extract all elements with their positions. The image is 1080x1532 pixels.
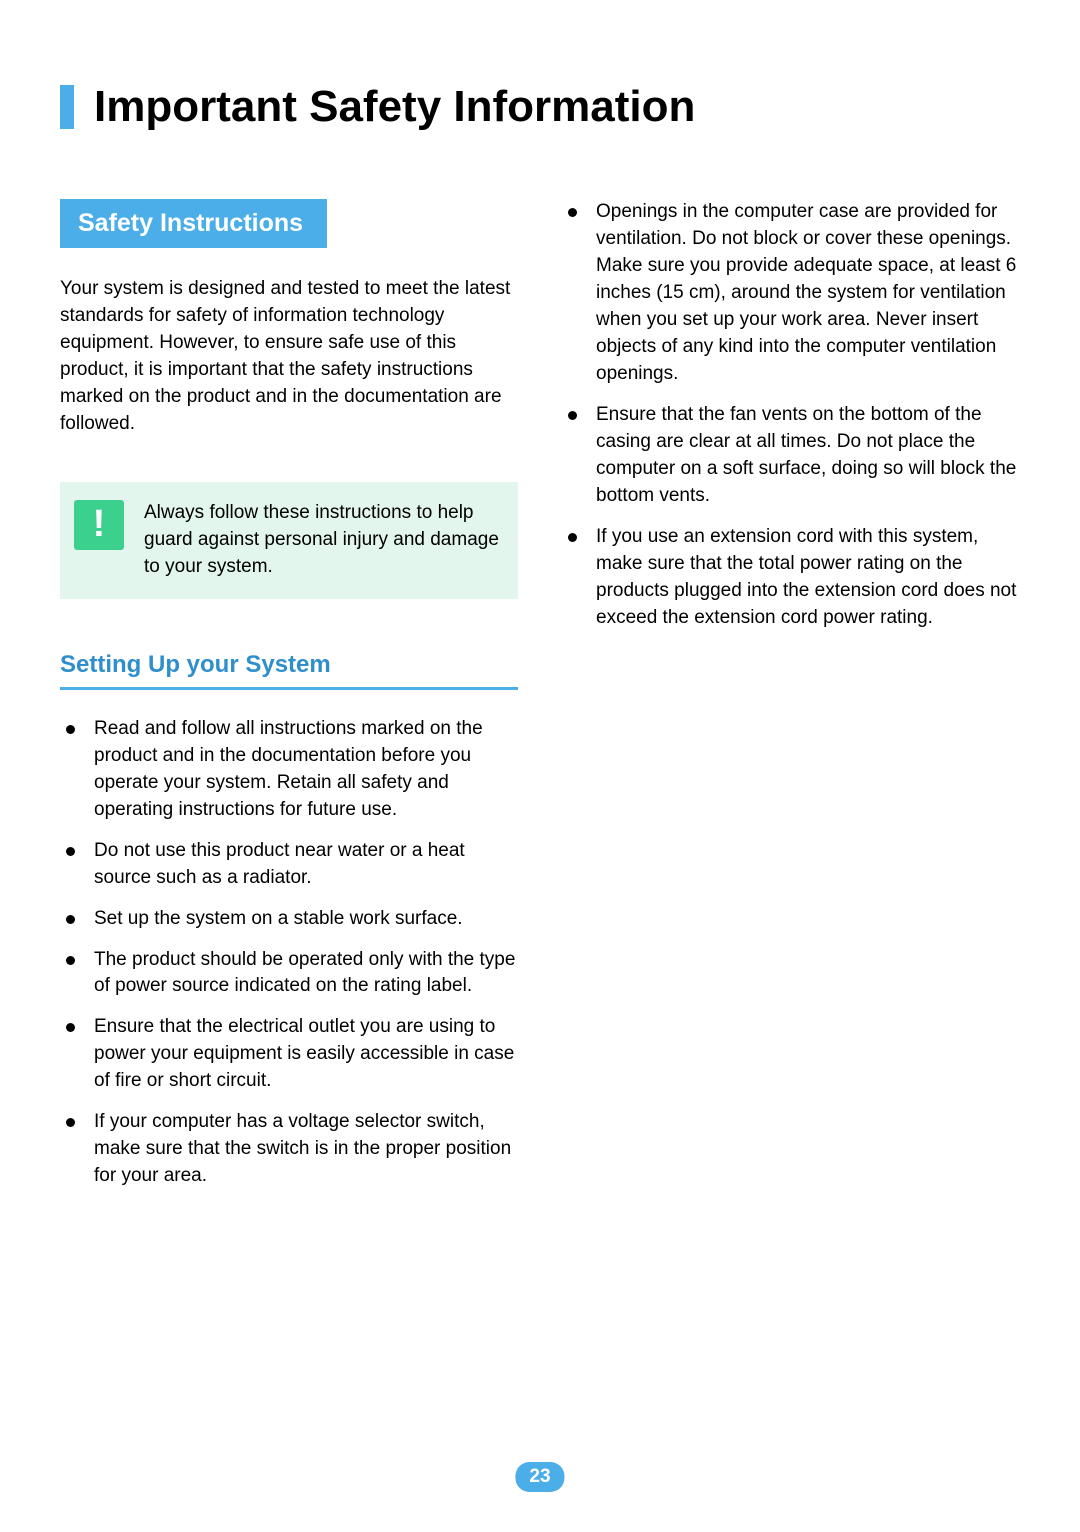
list-item: Ensure that the fan vents on the bottom … (562, 402, 1020, 510)
list-item: Do not use this product near water or a … (60, 838, 518, 892)
list-item: If you use an extension cord with this s… (562, 524, 1020, 632)
section-heading: Safety Instructions (60, 199, 327, 248)
list-item: Read and follow all instructions marked … (60, 716, 518, 824)
list-item: Openings in the computer case are provid… (562, 199, 1020, 388)
bullet-list-left: Read and follow all instructions marked … (60, 716, 518, 1191)
page-title: Important Safety Information (60, 85, 1020, 129)
left-column: Safety Instructions Your system is desig… (60, 199, 518, 1204)
callout-text: Always follow these instructions to help… (144, 500, 500, 581)
list-item: If your computer has a voltage selector … (60, 1109, 518, 1190)
right-column: Openings in the computer case are provid… (562, 199, 1020, 1204)
list-item: Set up the system on a stable work surfa… (60, 906, 518, 933)
content-columns: Safety Instructions Your system is desig… (60, 199, 1020, 1204)
page-number: 23 (515, 1462, 564, 1492)
safety-callout: ! Always follow these instructions to he… (60, 482, 518, 599)
intro-paragraph: Your system is designed and tested to me… (60, 276, 518, 438)
list-item: The product should be operated only with… (60, 947, 518, 1001)
list-item: Ensure that the electrical outlet you ar… (60, 1014, 518, 1095)
bullet-list-right: Openings in the computer case are provid… (562, 199, 1020, 632)
sub-heading: Setting Up your System (60, 651, 518, 690)
warning-icon: ! (74, 500, 124, 550)
